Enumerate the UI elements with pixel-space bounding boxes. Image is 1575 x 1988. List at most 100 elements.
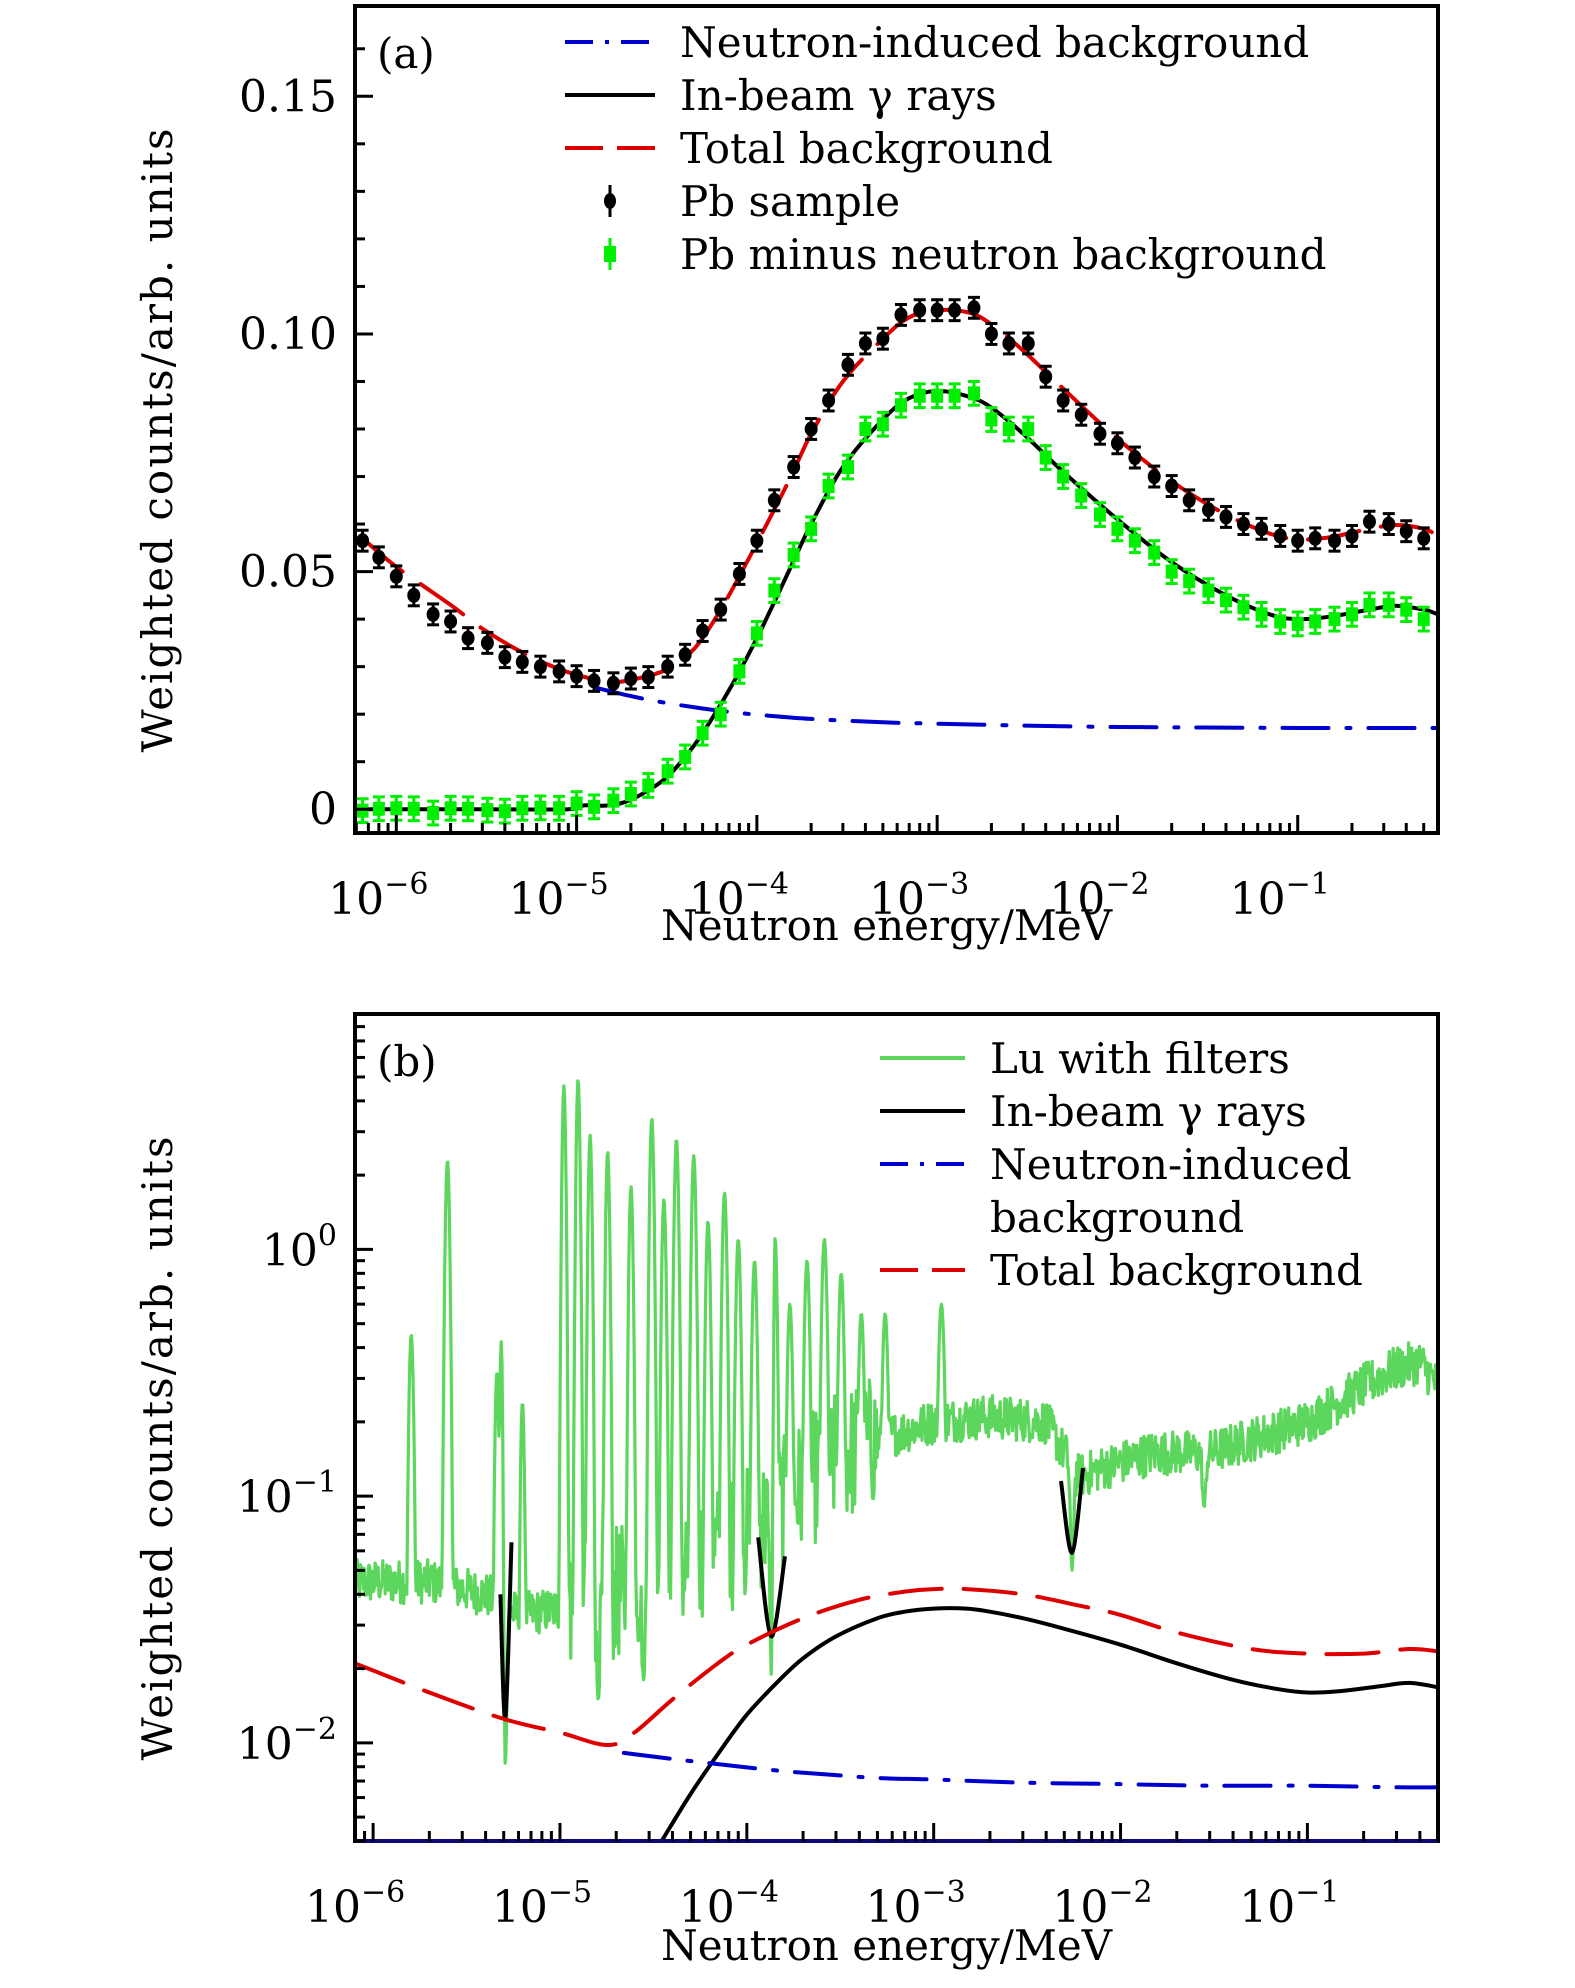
marker-circle [1236,516,1250,532]
series-pb-minus-neutron-background-point [372,795,385,823]
series-pb-minus-neutron-background-point [1382,591,1395,619]
marker-square [1255,607,1268,622]
x-tick-label: 10−3 [869,867,969,925]
x-tick-base: 10 [1052,1882,1108,1933]
marker-square [985,412,998,427]
x-tick-label: 10−1 [1239,1875,1339,1933]
x-tick-label: 10−4 [689,867,789,925]
marker-circle [930,302,944,318]
y-tick-label: 100 [262,1218,337,1276]
series-in-beam-dip-1 [756,1537,787,1639]
series-pb-minus-neutron-background-point [967,379,980,407]
series-pb-sample-point [1345,523,1359,548]
marker-circle [1002,335,1016,351]
legend-marker-square [604,246,616,262]
marker-square [1148,545,1161,560]
series-pb-minus-neutron-background-point [516,794,529,822]
y-tick-base: 10 [237,1719,293,1770]
marker-square [390,801,403,816]
marker-circle [461,630,475,646]
series-pb-sample-point [858,331,872,356]
x-tick-base: 10 [492,1882,548,1933]
marker-square [768,583,781,598]
x-tick-exponent: −6 [384,867,428,902]
y-tick-label: 10−1 [237,1465,337,1523]
x-tick-base: 10 [866,1882,922,1933]
legend-item: Pb minus neutron background [604,230,1327,279]
series-pb-sample-point [498,645,512,670]
series-pb-sample-point [1219,504,1233,529]
series-pb-minus-neutron-background-point [931,382,944,410]
marker-square [553,801,566,816]
series-pb-sample-point [552,659,566,684]
series-pb-sample-point [1362,509,1376,534]
series-pb-sample-point [1074,402,1088,427]
series-pb-minus-neutron-background-point [894,391,907,419]
marker-square [1022,422,1035,437]
marker-circle [1273,528,1287,544]
series-pb-minus-neutron-background-point [714,700,727,728]
marker-square [750,626,763,641]
marker-square [696,726,709,741]
marker-circle [444,613,458,629]
legend-label: Total background [990,1246,1363,1295]
x-tick-label: 10−3 [866,1875,966,1933]
legend-label: Neutron-induced background [680,18,1309,67]
series-pb-minus-neutron-background-point [624,780,637,808]
series-pb-minus-neutron-background-point [1128,527,1141,555]
marker-circle [480,635,494,651]
marker-circle [732,566,746,582]
marker-circle [356,533,370,549]
x-tick-base: 10 [1230,874,1286,925]
x-tick-label: 10−6 [328,867,428,925]
legend-item: Lu with filters [880,1034,1290,1083]
marker-circle [661,659,675,675]
marker-circle [570,668,584,684]
x-tick-exponent: −4 [745,867,789,902]
marker-circle [1128,450,1142,466]
x-axis-title: Neutron energy/MeV [661,1921,1113,1970]
series-neutron-induced-background-line [595,686,1438,731]
marker-circle [389,568,403,584]
marker-circle [714,602,728,618]
series-pb-sample-point [624,666,638,691]
series-pb-sample-point [570,664,584,689]
legend-label: Pb minus neutron background [680,230,1327,279]
x-tick-exponent: −3 [922,1875,966,1910]
series-pb-sample-point [967,295,981,320]
marker-square [1002,422,1015,437]
marker-square [372,801,385,816]
legend-label: Lu with filters [990,1034,1290,1083]
marker-circle [426,606,440,622]
marker-square [787,547,800,562]
x-tick-label: 10−5 [508,867,608,925]
x-tick-label: 10−6 [305,1875,405,1933]
marker-circle [967,300,981,316]
series-pb-minus-neutron-background-point [1400,596,1413,623]
series-pb-minus-neutron-background-point [642,772,655,799]
x-tick-exponent: −1 [1295,1875,1339,1910]
legend-item: Pb sample [604,177,900,226]
series-pb-minus-neutron-background-point [661,757,674,785]
series-pb-sample-point [1236,512,1250,537]
marker-square [444,801,457,816]
series-pb-sample-point [1002,331,1016,356]
series-neutron-induced-background-line [621,1750,1438,1790]
series-pb-sample-point [661,654,675,679]
marker-circle [407,587,421,603]
marker-square [1093,507,1106,522]
marker-square [661,764,674,779]
series-pb-minus-neutron-background-point [498,797,511,825]
series-pb-minus-neutron-background-point [1148,539,1161,566]
marker-square [1075,488,1088,503]
series-pb-sample-point [876,326,890,351]
y-tick-label: 0.15 [239,71,337,122]
series-pb-minus-neutron-background-point [427,799,440,827]
marker-circle [984,326,998,342]
x-tick-exponent: −2 [1105,867,1149,902]
marker-square [462,801,475,816]
marker-square [1237,600,1250,615]
x-tick-label: 10−2 [1049,867,1149,925]
